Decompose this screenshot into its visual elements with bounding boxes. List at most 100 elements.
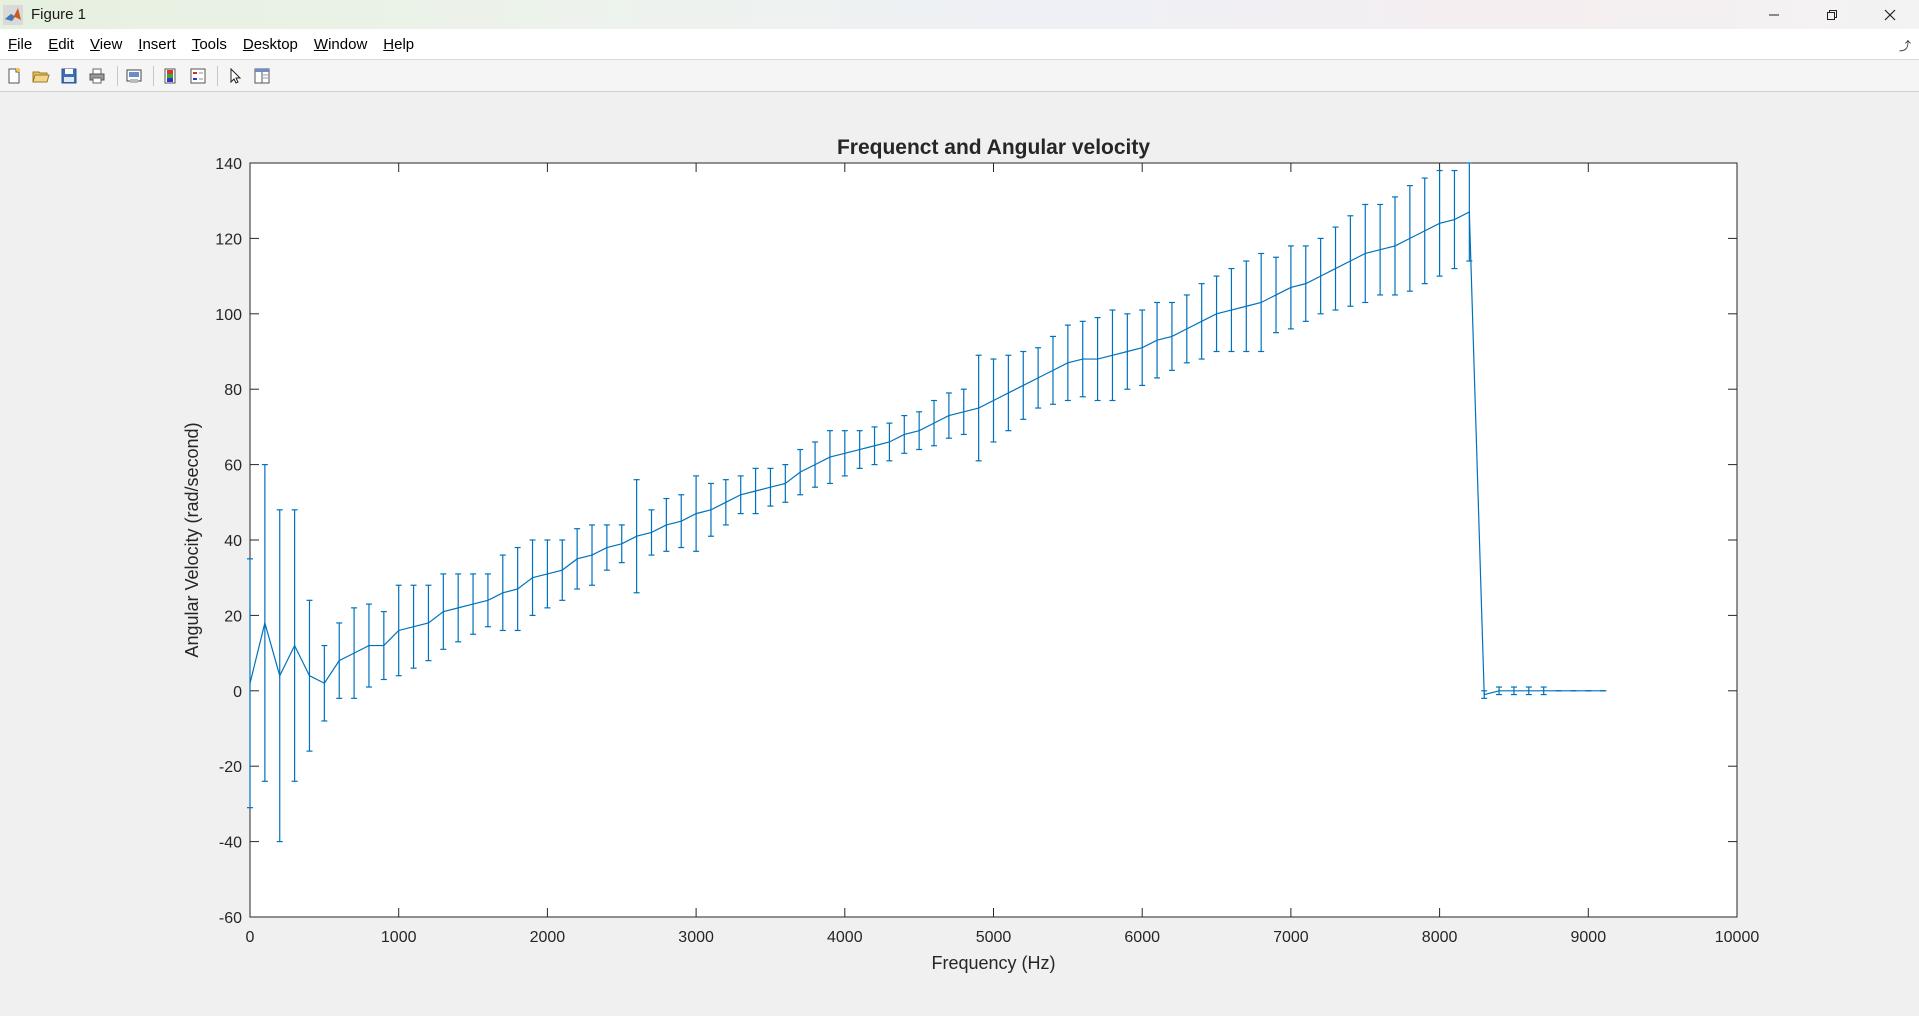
x-tick-label: 6000 — [1124, 929, 1160, 946]
new-figure-button[interactable] — [3, 65, 25, 87]
undock-arrow-icon[interactable]: ⤴ — [1898, 39, 1911, 53]
minimize-icon — [1769, 14, 1779, 15]
chart-title: Frequenct and Angular velocity — [837, 136, 1150, 159]
data-point — [1037, 377, 1039, 379]
data-point — [710, 509, 712, 511]
data-point — [665, 524, 667, 526]
menu-insert[interactable]: Insert — [138, 35, 176, 53]
data-point — [1394, 245, 1396, 247]
data-point — [859, 448, 861, 451]
data-point — [769, 486, 772, 488]
data-point — [829, 456, 831, 458]
data-point — [1334, 267, 1337, 270]
data-point — [1082, 358, 1084, 360]
x-tick-label: 9000 — [1571, 929, 1607, 946]
data-point — [264, 622, 266, 624]
x-tick-label: 10000 — [1715, 929, 1760, 946]
data-point — [398, 629, 400, 632]
data-point — [442, 611, 444, 613]
y-tick-label: -40 — [219, 835, 242, 852]
data-point — [1052, 369, 1054, 371]
figure-toolbar — [0, 59, 1919, 92]
data-point — [1141, 347, 1143, 349]
print-button[interactable] — [86, 65, 108, 87]
save-icon — [61, 68, 77, 84]
data-point — [1409, 237, 1411, 239]
data-point — [1424, 230, 1426, 232]
menu-tools[interactable]: Tools — [191, 35, 227, 53]
menu-help[interactable]: Help — [383, 35, 415, 53]
data-point — [561, 569, 563, 571]
close-button[interactable] — [1861, 0, 1919, 29]
data-point — [873, 445, 876, 447]
data-point — [933, 422, 935, 424]
save-button[interactable] — [58, 65, 80, 87]
data-point — [888, 441, 891, 443]
data-point — [1528, 690, 1530, 692]
x-tick-label: 1000 — [381, 929, 417, 946]
menu-desktop[interactable]: Desktop — [242, 35, 298, 53]
x-tick-label: 8000 — [1422, 929, 1458, 946]
y-tick-label: 140 — [215, 156, 242, 173]
data-point — [472, 603, 474, 605]
y-tick-label: 20 — [224, 608, 242, 625]
data-point — [799, 471, 801, 473]
data-point — [948, 414, 950, 417]
series-line — [249, 211, 1604, 696]
data-point — [591, 554, 593, 556]
data-point — [1439, 222, 1441, 224]
data-point — [1498, 690, 1500, 692]
data-point — [1275, 294, 1277, 296]
data-point — [383, 644, 385, 647]
data-point — [1171, 335, 1173, 338]
data-point — [1379, 249, 1381, 251]
menu-file[interactable]: File — [8, 35, 33, 53]
data-point — [784, 482, 786, 485]
plot-area[interactable] — [250, 163, 1737, 917]
data-point — [1067, 362, 1069, 364]
print-preview-button[interactable] — [123, 65, 145, 87]
chart: 0 1000 2000 3000 4000 5000 6000 7000 8000 9000 100… — [182, 136, 1760, 973]
legend-icon — [190, 68, 206, 84]
x-tick-label: 7000 — [1273, 929, 1309, 946]
x-tick-label: 4000 — [827, 929, 863, 946]
colorbar-icon — [164, 68, 176, 84]
y-tick-label: 0 — [233, 684, 242, 701]
open-file-button[interactable] — [30, 65, 52, 87]
data-point — [338, 660, 340, 662]
data-point — [1364, 252, 1366, 255]
data-point — [294, 644, 296, 647]
data-point — [992, 399, 995, 402]
data-point — [1453, 218, 1456, 221]
colorbar-button[interactable] — [159, 65, 181, 87]
data-point — [1126, 350, 1128, 353]
data-point — [814, 464, 816, 466]
data-point — [1111, 354, 1114, 356]
data-point — [427, 622, 430, 624]
menu-view[interactable]: View — [90, 35, 123, 53]
menu-edit[interactable]: Edit — [48, 35, 75, 53]
legend-button[interactable] — [187, 65, 209, 87]
data-point — [740, 494, 742, 496]
figure-canvas: 0 1000 2000 3000 4000 5000 6000 7000 8000 9000 100… — [0, 92, 1919, 1016]
data-point — [680, 520, 682, 522]
data-point — [487, 599, 489, 601]
data-point — [1305, 283, 1307, 285]
data-point — [918, 430, 920, 432]
data-point — [844, 452, 846, 454]
data-point — [1513, 690, 1515, 692]
minimize-button[interactable] — [1745, 0, 1803, 29]
restore-button[interactable] — [1803, 0, 1861, 29]
y-axis-label: Angular Velocity (rad/second) — [182, 422, 202, 657]
data-point — [606, 546, 608, 549]
y-tick-label: 120 — [215, 231, 242, 248]
data-point — [1557, 690, 1560, 692]
data-point — [1230, 309, 1233, 311]
menu-window[interactable]: Window — [313, 35, 368, 53]
y-tick-label: -60 — [219, 910, 242, 927]
window-titlebar: Figure 1 — [0, 0, 1919, 29]
data-point — [963, 411, 965, 413]
property-editor-button[interactable] — [251, 65, 273, 87]
select-pointer-button[interactable] — [224, 65, 246, 87]
data-point — [1349, 260, 1351, 262]
